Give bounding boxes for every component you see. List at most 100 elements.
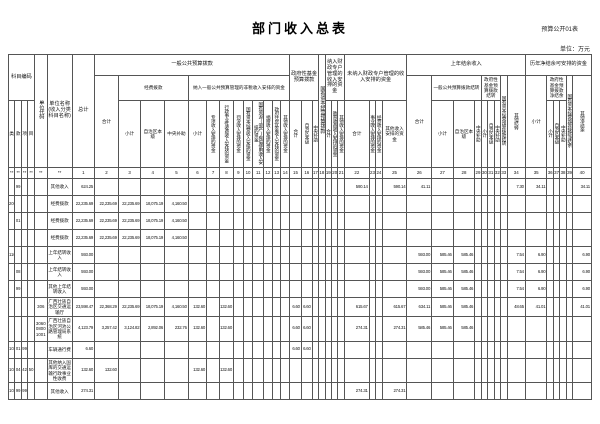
value-cell [187,280,208,298]
value-cell: 6.90 [524,246,548,264]
value-cell [164,263,189,281]
column-number-cell: ** [33,167,48,179]
value-cell [242,382,254,401]
value-cell [289,195,302,213]
value-cell: 132.60 [71,357,96,384]
value-cell [406,229,433,247]
value-cell [452,195,476,213]
value-cell: 6.90 [524,263,548,281]
value-cell: 34.11 [572,178,592,196]
value-cell [300,229,313,247]
value-cell [271,340,282,359]
value-cell [164,340,189,359]
value-cell [252,229,265,247]
value-cell [559,296,567,318]
value-cell [343,340,370,359]
unit-code-cell [33,280,48,298]
value-cell [431,357,454,384]
value-cell [206,296,221,318]
value-cell [94,263,119,281]
value-cell: 4,123.79 [71,316,96,342]
value-cell: 41.11 [406,178,433,196]
value-cell [206,316,221,342]
value-cell: 593.00 [406,246,433,264]
header-g7-subtotal: 小计 [524,75,548,168]
table-row: 99 其他收入 624.25 590.14 590.14 41.11 7.30 34.11 34… [7,178,592,196]
value-cell [206,195,221,213]
value-cell: 585.46 [431,246,454,264]
value-cell [187,212,208,230]
value-cell: 7.30 [506,178,526,196]
value-cell: 18,075.19 [140,296,166,318]
value-cell [242,246,254,264]
value-cell [565,382,574,401]
value-cell [343,195,370,213]
value-cell [117,382,142,401]
value-cell [219,178,235,196]
value-cell: 41.01 [524,296,548,318]
header-nt-donation: 捐赠收入安排的资金 [263,100,273,168]
value-cell [452,357,476,384]
value-cell [289,178,302,196]
value-cell: 7.54 [506,246,526,264]
header-nontax-subtotal: 小计 [187,100,208,168]
value-cell [164,382,189,401]
value-cell [506,340,526,359]
value-cell [219,263,235,281]
value-cell [431,382,454,401]
value-cell [252,382,265,401]
value-cell [233,382,244,401]
value-cell [263,212,273,230]
value-cell: 132.60 [219,357,235,384]
value-cell [263,195,273,213]
header-unit-name: 单位名称(收入分类科目名称) [46,54,73,168]
value-cell [187,340,208,359]
income-summary-table: 科目编码 单位代码 单位名称(收入分类科目名称) 总计 一般公共预算拨款 政府性… [7,54,593,401]
value-cell [233,178,244,196]
column-number-cell: 11 [252,167,265,179]
unit-name-cell: 其他上年结转收入 [46,280,73,298]
value-cell [524,316,548,342]
value-cell [140,357,166,384]
value-cell [500,296,508,318]
value-cell: 22,235.69 [117,229,142,247]
value-cell [117,280,142,298]
unit-code-cell [33,212,48,230]
subject-code-cell: 103 [7,340,16,359]
column-number-row: ** ** ** ** ** ** 1 2 3 4 5 6 7 8 9 10 11 12 13 14 15 16 17 18 1… [7,167,592,179]
value-cell [187,195,208,213]
value-cell [565,340,574,359]
value-cell [280,246,291,264]
value-cell [219,212,235,230]
value-cell [431,178,454,196]
column-number-cell: 8 [219,167,235,179]
value-cell [94,382,119,401]
value-cell [233,280,244,298]
value-cell [140,340,166,359]
header-fiscal-account-funds: 纳入财政专户管理的收入安排的资金 [324,54,345,101]
value-cell: 585.46 [452,316,476,342]
value-cell [289,229,302,247]
value-cell [94,178,119,196]
value-cell: 6.90 [524,280,548,298]
header-g1-total: 合计 [94,75,119,168]
value-cell: 22,235.69 [94,195,119,213]
value-cell [431,212,454,230]
header-unit-code: 单位代码 [33,54,48,168]
value-cell [500,382,508,401]
value-cell [263,357,273,384]
table-header: 科目编码 单位代码 单位名称(收入分类科目名称) 总计 一般公共预算拨款 政府性… [7,54,593,179]
header-g6-fund-carryover: 政府性基金预算拨款结转 [480,75,502,101]
value-cell: 22,368.29 [94,296,119,318]
value-cell: 6.60 [300,340,313,359]
column-number-cell: ** [46,167,73,179]
value-cell [263,246,273,264]
header-non-fiscal-account-funds: 未纳入财政专户管理的收入安排的资金 [343,54,408,101]
value-cell [452,212,476,230]
unit-code-cell: 306008001001 [33,316,48,342]
unit-name-cell: 上年结转收入 [46,263,73,281]
column-number-cell: 6 [187,167,208,179]
value-cell [289,382,302,401]
unit-name-cell: 广西壮族自治区交通运输厅 [46,296,73,318]
header-subject-code: 科目编码 [8,54,35,101]
